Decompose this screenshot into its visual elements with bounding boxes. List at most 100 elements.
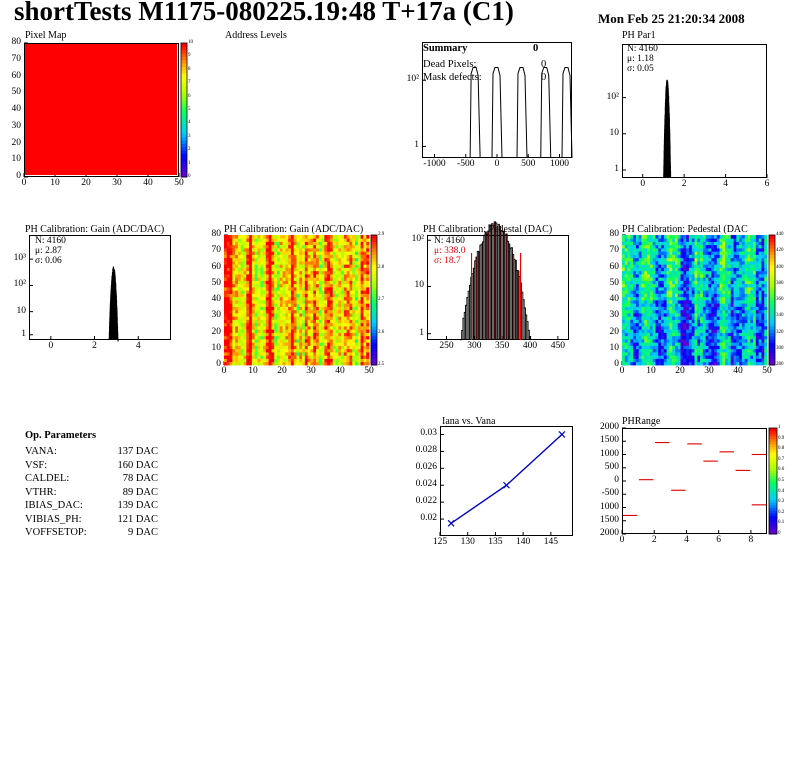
heat-cell [719,332,723,337]
heat-cell [705,335,709,340]
heat-cell [741,361,746,366]
heat-cell [363,345,367,350]
heat-cell [282,306,286,311]
heat-cell [635,267,640,272]
heat-cell [293,274,297,278]
color-scale-band [371,251,377,255]
heat-cell [296,332,300,337]
heat-cell [279,352,283,356]
heat-cell [741,352,746,356]
heat-cell [327,319,331,324]
heat-cell [686,322,690,327]
heat-cell [226,277,230,281]
heat-cell [741,348,746,353]
pixel-map-panel: Pixel Map 0 10 20 30 40 50 0 10 20 30 40 50 60 70 80 0 1… [0,30,200,188]
heat-cell [747,326,751,330]
heat-cell [296,257,300,262]
heat-cell [750,348,754,353]
histogram-fill [511,247,513,340]
heat-cell [346,352,350,356]
histogram-fill [491,223,493,340]
heat-cell [327,248,331,252]
heat-cell [346,264,350,268]
heat-cell [246,345,250,350]
heat-cell [349,261,353,265]
color-scale-band [769,486,777,490]
y-tick-label: 2000 [600,422,619,432]
heat-cell [265,280,270,285]
heat-cell [235,332,239,337]
heat-cell [747,339,751,343]
heat-cell [352,329,356,333]
heat-cell [727,335,732,340]
heat-cell [251,238,256,242]
heat-cell [355,300,359,304]
heat-cell [349,352,353,356]
heat-cell [661,313,665,317]
heat-cell [355,293,359,298]
heat-cell [304,329,309,333]
heat-cell [764,264,768,268]
heat-cell [764,332,768,337]
heat-cell [741,280,746,285]
heat-cell [697,300,701,304]
heat-cell [627,352,631,356]
heat-cell [727,277,732,281]
heat-cell [741,345,746,350]
heat-cell [249,296,253,301]
heat-cell [747,235,751,239]
heat-cell [761,303,765,307]
heat-cell [296,358,300,363]
heat-cell [257,254,261,259]
heat-cell [335,316,339,320]
heat-cell [290,342,295,346]
heat-cell [235,287,239,291]
heat-cell [758,264,762,268]
heat-cell [716,348,720,353]
heat-cell [293,358,297,363]
heat-cell [633,261,637,265]
heat-cell [702,345,707,350]
heat-cell [624,316,628,320]
heat-cell [304,306,309,311]
heat-cell [652,290,656,294]
heat-cell [329,267,334,272]
heat-cell [343,274,348,278]
heat-cell [697,355,701,359]
heat-cell [708,355,712,359]
heat-cell [755,332,760,337]
heat-cell [288,309,292,314]
color-scale-band [769,293,775,298]
heat-cell [739,309,743,314]
heat-cell [700,306,704,311]
heat-cell [649,342,654,346]
heat-cell [627,293,631,298]
heat-cell [641,287,645,291]
heat-cell [722,290,726,294]
x-tick-label: 135 [488,537,503,547]
heat-cell [229,309,233,314]
heat-cell [282,361,286,366]
heat-cell [232,293,236,298]
heat-cell [254,254,258,259]
heat-cell [293,319,297,324]
heat-cell [691,348,695,353]
heat-cell [647,274,651,278]
heat-cell [733,322,737,327]
heat-cell [761,339,765,343]
heat-cell [711,313,715,317]
heat-cell [237,352,242,356]
heat-cell [666,313,670,317]
heat-cell [293,244,297,249]
heat-cell [647,339,651,343]
heat-cell [627,335,631,340]
heat-cell [341,238,345,242]
heat-cell [343,345,348,350]
heat-cell [276,313,281,317]
heat-cell [235,326,239,330]
heat-cell [341,316,345,320]
heat-cell [733,270,737,275]
color-scale-band [181,99,187,104]
heat-cell [649,306,654,311]
x-tick-label: 6 [764,179,770,189]
